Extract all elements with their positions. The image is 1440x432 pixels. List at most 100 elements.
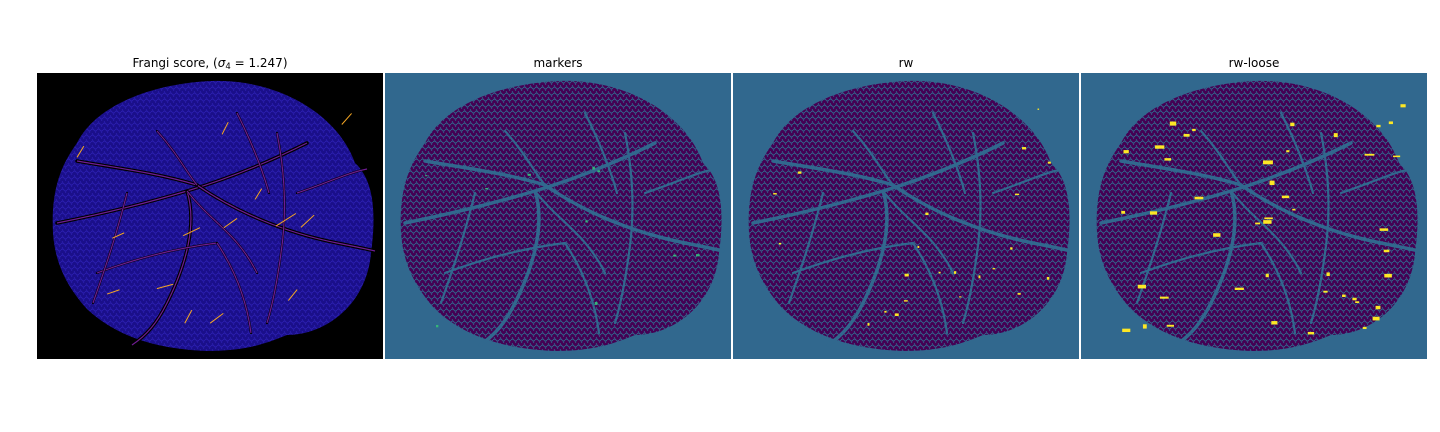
- highlight-mark: [209, 312, 224, 324]
- vessel: [911, 241, 949, 335]
- highlight-mark: [992, 268, 996, 270]
- vessel-response: [236, 112, 270, 194]
- vessel-response: [296, 168, 368, 194]
- highlight-mark: [112, 232, 125, 239]
- tissue-region: [1096, 80, 1418, 351]
- highlight-mark: [485, 187, 488, 190]
- tissue-region: [52, 80, 374, 351]
- highlight-mark: [1286, 150, 1290, 153]
- highlight-mark: [1292, 208, 1296, 211]
- highlight-mark: [436, 324, 439, 328]
- highlight-mark: [341, 113, 352, 125]
- highlight-mark: [106, 289, 120, 295]
- vessel: [891, 183, 1073, 253]
- vessel: [563, 241, 601, 335]
- highlight-mark: [1010, 247, 1013, 250]
- highlight-mark: [1364, 153, 1375, 156]
- highlight-mark: [1352, 297, 1357, 301]
- highlight-mark: [1017, 293, 1021, 295]
- highlight-mark: [254, 188, 263, 200]
- highlight-mark: [1265, 273, 1269, 278]
- rw-panel-title: rw: [898, 56, 914, 70]
- highlight-mark: [1121, 210, 1126, 214]
- vessel: [443, 241, 567, 275]
- highlight-mark: [1379, 228, 1389, 231]
- vessel-response: [92, 192, 128, 304]
- highlight-mark: [673, 254, 677, 257]
- highlight-mark: [156, 283, 174, 290]
- highlight-mark: [917, 245, 920, 248]
- highlight-mark: [1271, 321, 1278, 325]
- highlight-mark: [1137, 284, 1146, 289]
- highlight-mark: [797, 171, 802, 174]
- vessel: [1199, 129, 1243, 187]
- highlight-mark: [184, 309, 193, 324]
- vessel: [423, 159, 547, 187]
- vessel: [1139, 241, 1263, 275]
- highlight-mark: [1281, 195, 1290, 199]
- highlight-mark: [1142, 324, 1147, 329]
- highlight-mark: [1192, 128, 1196, 132]
- highlight-mark: [1263, 160, 1273, 165]
- highlight-mark: [1047, 161, 1051, 164]
- vessel: [439, 191, 477, 305]
- highlight-mark: [1384, 273, 1392, 278]
- highlight-mark: [1123, 150, 1129, 154]
- highlight-mark: [1342, 294, 1346, 297]
- highlight-mark: [221, 121, 229, 135]
- vessel: [881, 189, 955, 275]
- rw-loose-image: [1081, 73, 1427, 359]
- highlight-mark: [1372, 316, 1380, 321]
- highlight-mark: [1169, 121, 1177, 126]
- highlight-mark: [1269, 180, 1275, 186]
- vessel: [851, 129, 895, 187]
- vessel: [791, 241, 915, 275]
- frangi-title-subscript: 4: [225, 62, 231, 72]
- vessel: [543, 183, 725, 253]
- highlight-mark: [1154, 145, 1165, 149]
- tissue-region: [400, 80, 722, 351]
- highlight-mark: [1333, 133, 1338, 138]
- frangi-title-suffix: = 1.247): [230, 56, 288, 70]
- vessel: [583, 111, 619, 195]
- highlight-mark: [1194, 196, 1204, 200]
- vessel: [613, 131, 634, 325]
- highlight-mark: [1323, 290, 1328, 293]
- highlight-mark: [1164, 158, 1172, 161]
- vessel: [961, 131, 982, 325]
- vessel: [503, 129, 547, 187]
- highlight-mark: [585, 220, 588, 223]
- highlight-mark: [1400, 104, 1406, 108]
- vessel: [1259, 241, 1297, 335]
- frangi-title-prefix: Frangi score, (: [132, 56, 218, 70]
- highlight-mark: [1264, 217, 1273, 220]
- highlight-mark: [778, 242, 782, 245]
- vessel: [533, 189, 607, 275]
- highlight-mark: [594, 302, 598, 305]
- rw-image: [733, 73, 1079, 359]
- highlight-mark: [597, 170, 601, 173]
- vessel: [1339, 167, 1413, 195]
- highlight-mark: [1014, 193, 1020, 196]
- vessel-response: [186, 190, 258, 274]
- vessel-response: [96, 242, 218, 274]
- vessel-response: [216, 242, 252, 334]
- highlight-mark: [527, 173, 531, 176]
- vessel: [1174, 189, 1237, 347]
- highlight-mark: [773, 193, 777, 195]
- highlight-mark: [1149, 211, 1158, 215]
- highlight-mark: [1122, 328, 1131, 333]
- highlight-mark: [182, 227, 201, 237]
- highlight-mark: [1362, 326, 1367, 330]
- vessel-response: [196, 184, 376, 252]
- vessel-response: [131, 190, 192, 346]
- highlight-mark: [300, 214, 315, 228]
- vessel: [787, 191, 825, 305]
- frangi-title-symbol: σ: [217, 56, 226, 70]
- highlight-mark: [275, 213, 297, 227]
- highlight-mark: [1388, 121, 1393, 125]
- tissue-region: [748, 80, 1070, 351]
- highlight-mark: [903, 300, 908, 302]
- highlight-mark: [867, 323, 870, 326]
- highlight-mark: [953, 271, 957, 274]
